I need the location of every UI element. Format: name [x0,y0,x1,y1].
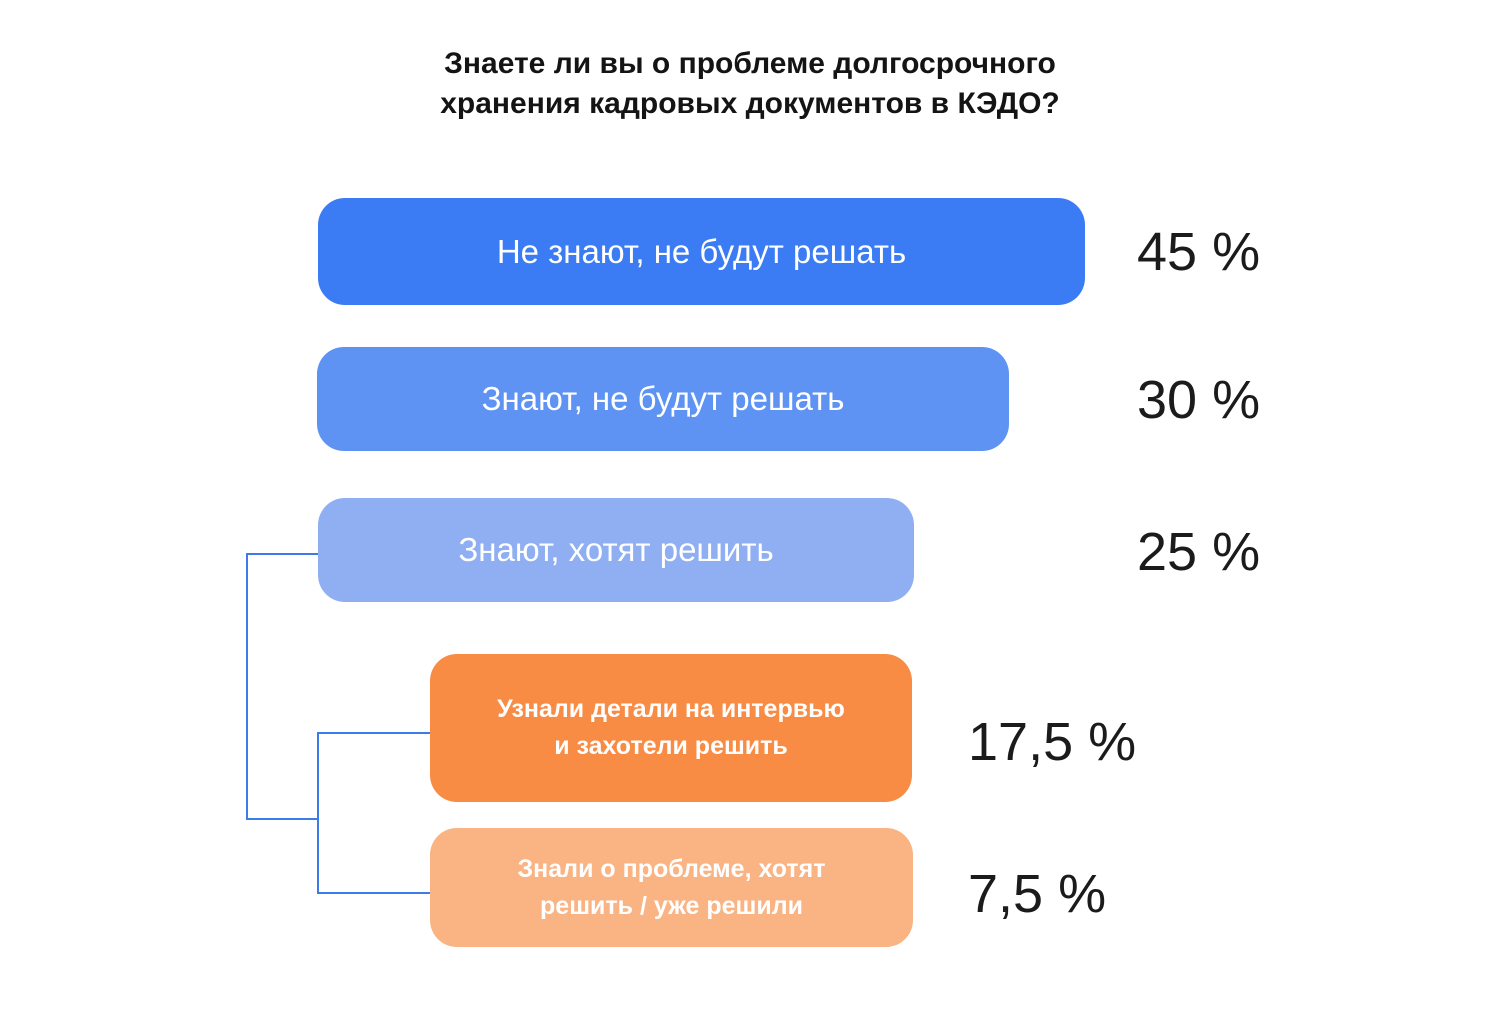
bar-know-want-solve: Знают, хотят решить [318,498,914,602]
chart-title-line1: Знаете ли вы о проблеме долгосрочного [444,47,1056,80]
chart-title-line2: хранения кадровых документов в КЭДО? [440,87,1060,120]
bar-learned-at-interview-label-line2: и захотели решить [554,732,788,760]
bar-learned-at-interview-label: Узнали детали на интервью и захотели реш… [497,691,845,765]
bar-know-want-solve-label: Знают, хотят решить [458,531,774,568]
bar-learned-at-interview-label-line1: Узнали детали на интервью [497,695,845,723]
bar-know-wont-solve-label: Знают, не будут решать [481,380,845,417]
connector-inner-bracket [317,732,430,894]
bar-learned-at-interview: Узнали детали на интервью и захотели реш… [430,654,912,802]
bar-knew-want-or-solved: Знали о проблеме, хотят решить / уже реш… [430,828,913,947]
bar-know-wont-solve: Знают, не будут решать [317,347,1009,451]
connector-outer-bracket [246,553,318,820]
bar-not-know-wont-solve-label: Не знают, не будут решать [496,232,907,270]
bar-knew-want-or-solved-label: Знали о проблеме, хотят решить / уже реш… [518,851,826,925]
bar-not-know-wont-solve: Не знают, не будут решать [318,198,1085,305]
value-label-17-5: 17,5 % [968,712,1137,772]
value-label-7-5: 7,5 % [968,864,1107,924]
bar-knew-want-or-solved-label-line2: решить / уже решили [540,891,803,920]
chart-title: Знаете ли вы о проблеме долгосрочного хр… [0,44,1500,124]
value-label-45: 45 % [1137,222,1261,282]
value-label-30: 30 % [1137,370,1261,430]
value-label-25: 25 % [1137,522,1261,582]
bar-knew-want-or-solved-label-line1: Знали о проблеме, хотят [517,854,826,883]
